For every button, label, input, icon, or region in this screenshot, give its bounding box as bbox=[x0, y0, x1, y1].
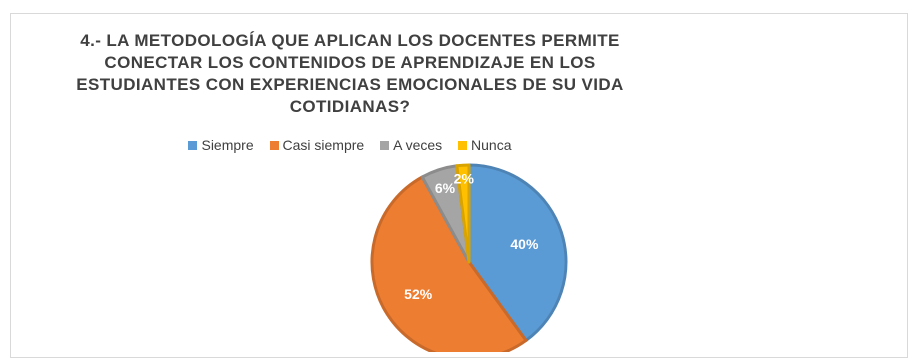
pie-slice-nunca bbox=[455, 163, 471, 264]
legend-label-nunca: Nunca bbox=[471, 137, 512, 153]
legend-item-siempre: Siempre bbox=[188, 137, 254, 153]
legend-item-casi-siempre: Casi siempre bbox=[269, 137, 365, 153]
legend-item-nunca: Nunca bbox=[458, 137, 512, 153]
pie-slice-casi-siempre bbox=[370, 175, 528, 352]
legend-item-a-veces: A veces bbox=[380, 137, 442, 153]
data-label-a-veces: 6% bbox=[435, 180, 456, 196]
legend-swatch-casi-siempre bbox=[269, 141, 279, 150]
chart-title-line-1: 4.- LA METODOLOGÍA QUE APLICAN LOS DOCEN… bbox=[80, 31, 620, 50]
legend-label-casi-siempre: Casi siempre bbox=[282, 137, 365, 153]
data-label-nunca: 2% bbox=[454, 171, 475, 187]
chart-title-line-3: ESTUDIANTES CON EXPERIENCIAS EMOCIONALES… bbox=[76, 75, 624, 94]
chart-legend: Siempre Casi siempre A veces Nunca bbox=[0, 137, 700, 153]
legend-swatch-a-veces bbox=[380, 141, 390, 150]
chart-title-line-2: CONECTAR LOS CONTENIDOS DE APRENDIZAJE E… bbox=[104, 53, 596, 72]
chart-title: 4.- LA METODOLOGÍA QUE APLICAN LOS DOCEN… bbox=[60, 30, 640, 118]
chart-title-line-4: COTIDIANAS? bbox=[289, 97, 411, 116]
data-label-siempre: 40% bbox=[510, 236, 539, 252]
legend-label-siempre: Siempre bbox=[201, 137, 254, 153]
legend-label-a-veces: A veces bbox=[393, 137, 443, 153]
data-label-casi-siempre: 52% bbox=[404, 286, 433, 302]
pie-slice-siempre bbox=[467, 163, 568, 342]
legend-swatch-siempre bbox=[188, 141, 198, 150]
legend-swatch-nunca bbox=[458, 141, 468, 150]
